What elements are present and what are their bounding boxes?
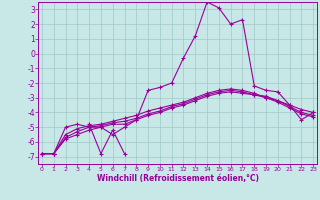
X-axis label: Windchill (Refroidissement éolien,°C): Windchill (Refroidissement éolien,°C) [97,174,259,183]
